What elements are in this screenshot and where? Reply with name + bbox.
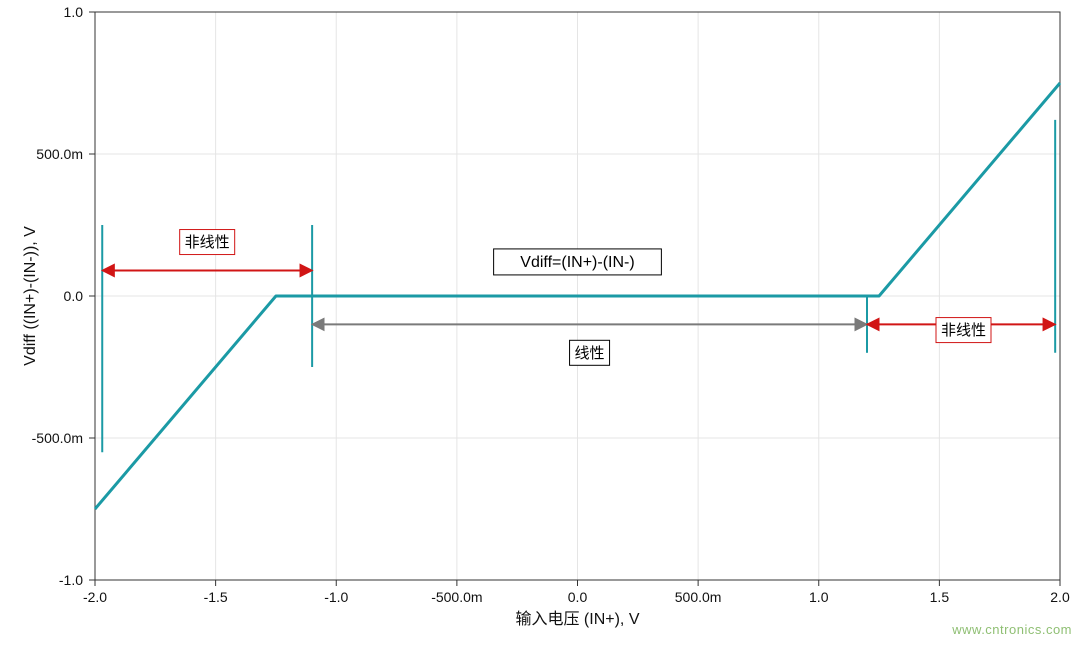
x-tick-label: 1.5 — [930, 589, 950, 605]
y-tick-label: -500.0m — [32, 430, 83, 446]
range-label-nonlinear-right: 非线性 — [941, 322, 986, 339]
x-tick-label: 1.0 — [809, 589, 829, 605]
range-label-linear-middle: 线性 — [575, 345, 605, 362]
x-tick-label: -1.0 — [324, 589, 348, 605]
vdiff-chart: -2.0 -1.5 -1.0 -500.0m 0.0 500.0m 1.0 1.5 2.0 -1.… — [0, 0, 1080, 643]
x-tick-label: -1.5 — [204, 589, 228, 605]
x-tick-label: 2.0 — [1050, 589, 1070, 605]
plot-bg — [0, 0, 1080, 643]
range-label-nonlinear-left: 非线性 — [185, 234, 230, 251]
x-tick-label: 500.0m — [675, 589, 722, 605]
chart-container: -2.0 -1.5 -1.0 -500.0m 0.0 500.0m 1.0 1.5 2.0 -1.… — [0, 0, 1080, 643]
watermark-text: www.cntronics.com — [952, 622, 1072, 637]
y-axis-label: Vdiff ((IN+)-(IN-)), V — [22, 226, 39, 366]
x-tick-label: 0.0 — [568, 589, 588, 605]
y-tick-label: -1.0 — [59, 572, 83, 588]
y-tick-label: 500.0m — [36, 146, 83, 162]
x-tick-label: -500.0m — [431, 589, 482, 605]
y-tick-label: 1.0 — [64, 4, 84, 20]
y-tick-label: 0.0 — [64, 288, 84, 304]
x-axis-label: 输入电压 (IN+), V — [515, 610, 639, 628]
x-tick-label: -2.0 — [83, 589, 107, 605]
formula-text: Vdiff=(IN+)-(IN-) — [520, 254, 634, 271]
